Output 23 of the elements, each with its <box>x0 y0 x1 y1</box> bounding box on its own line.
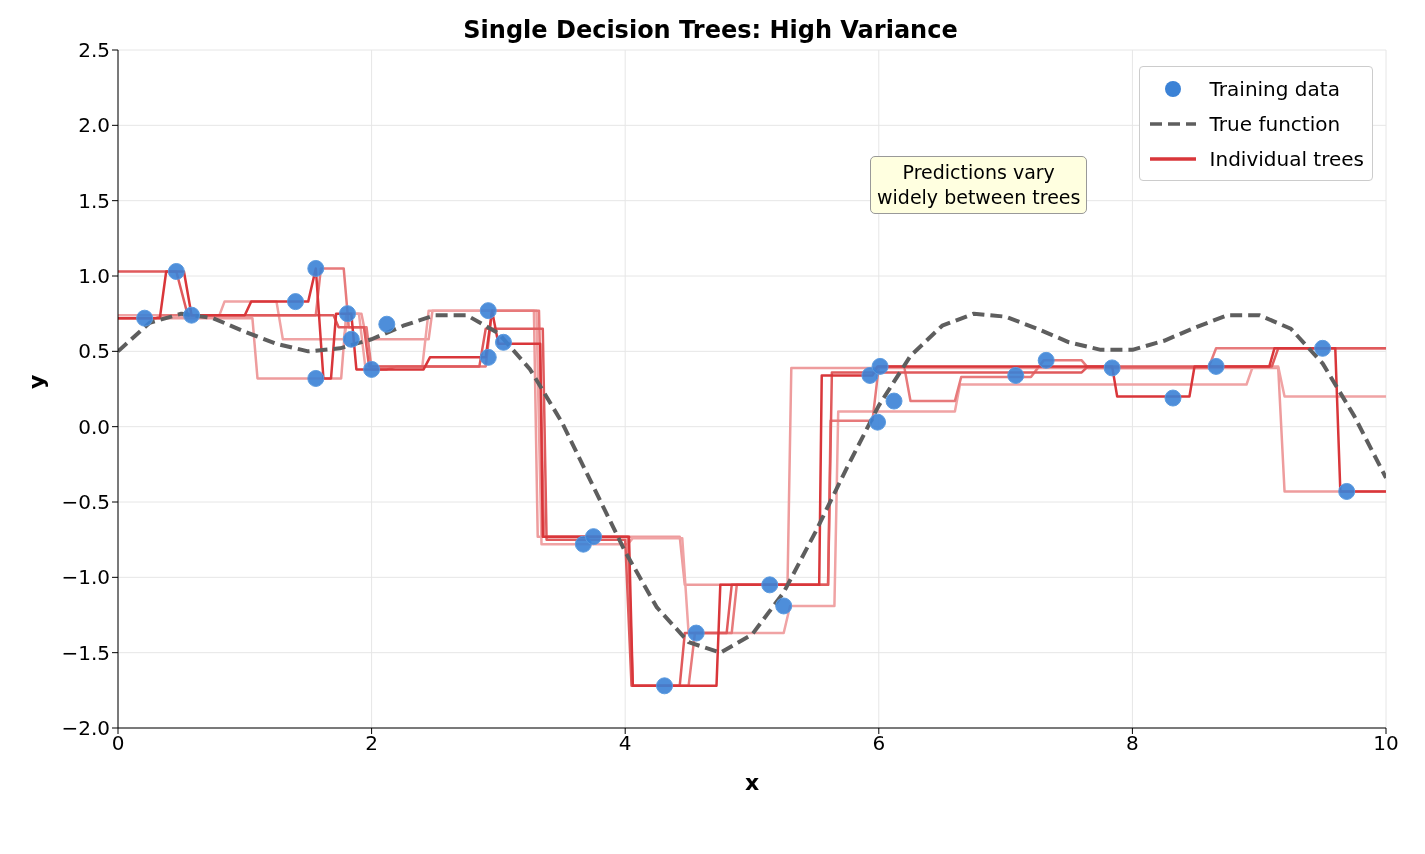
y-tick-label: 1.5 <box>78 188 110 213</box>
y-tick-label: −2.0 <box>61 716 110 741</box>
legend-label: Individual trees <box>1209 146 1364 171</box>
x-tick-label: 6 <box>872 731 886 756</box>
x-tick-label: 4 <box>618 731 632 756</box>
y-tick-label: 0.5 <box>78 339 110 364</box>
y-tick-label: −0.5 <box>61 490 110 515</box>
y-tick-label: 1.0 <box>78 264 110 289</box>
x-tick-label: 8 <box>1126 731 1139 756</box>
y-tick-label: −1.0 <box>61 565 110 590</box>
x-tick-label: 2 <box>365 731 378 756</box>
legend-label: True function <box>1209 111 1341 136</box>
y-tick-label: 0.0 <box>78 414 110 439</box>
y-tick-label: −1.5 <box>61 640 110 665</box>
annotation: Predictions vary widely between trees <box>870 156 1088 214</box>
y-tick-label: 2.5 <box>78 38 110 63</box>
y-tick-label: 2.0 <box>78 113 110 138</box>
chart-title: Single Decision Trees: High Variance <box>463 16 958 44</box>
x-tick-label: 10 <box>1373 731 1399 756</box>
legend-label: Training data <box>1209 76 1340 101</box>
x-tick-label: 0 <box>111 731 125 756</box>
x-axis-title: x <box>744 770 760 795</box>
y-axis-title: y <box>23 374 49 389</box>
